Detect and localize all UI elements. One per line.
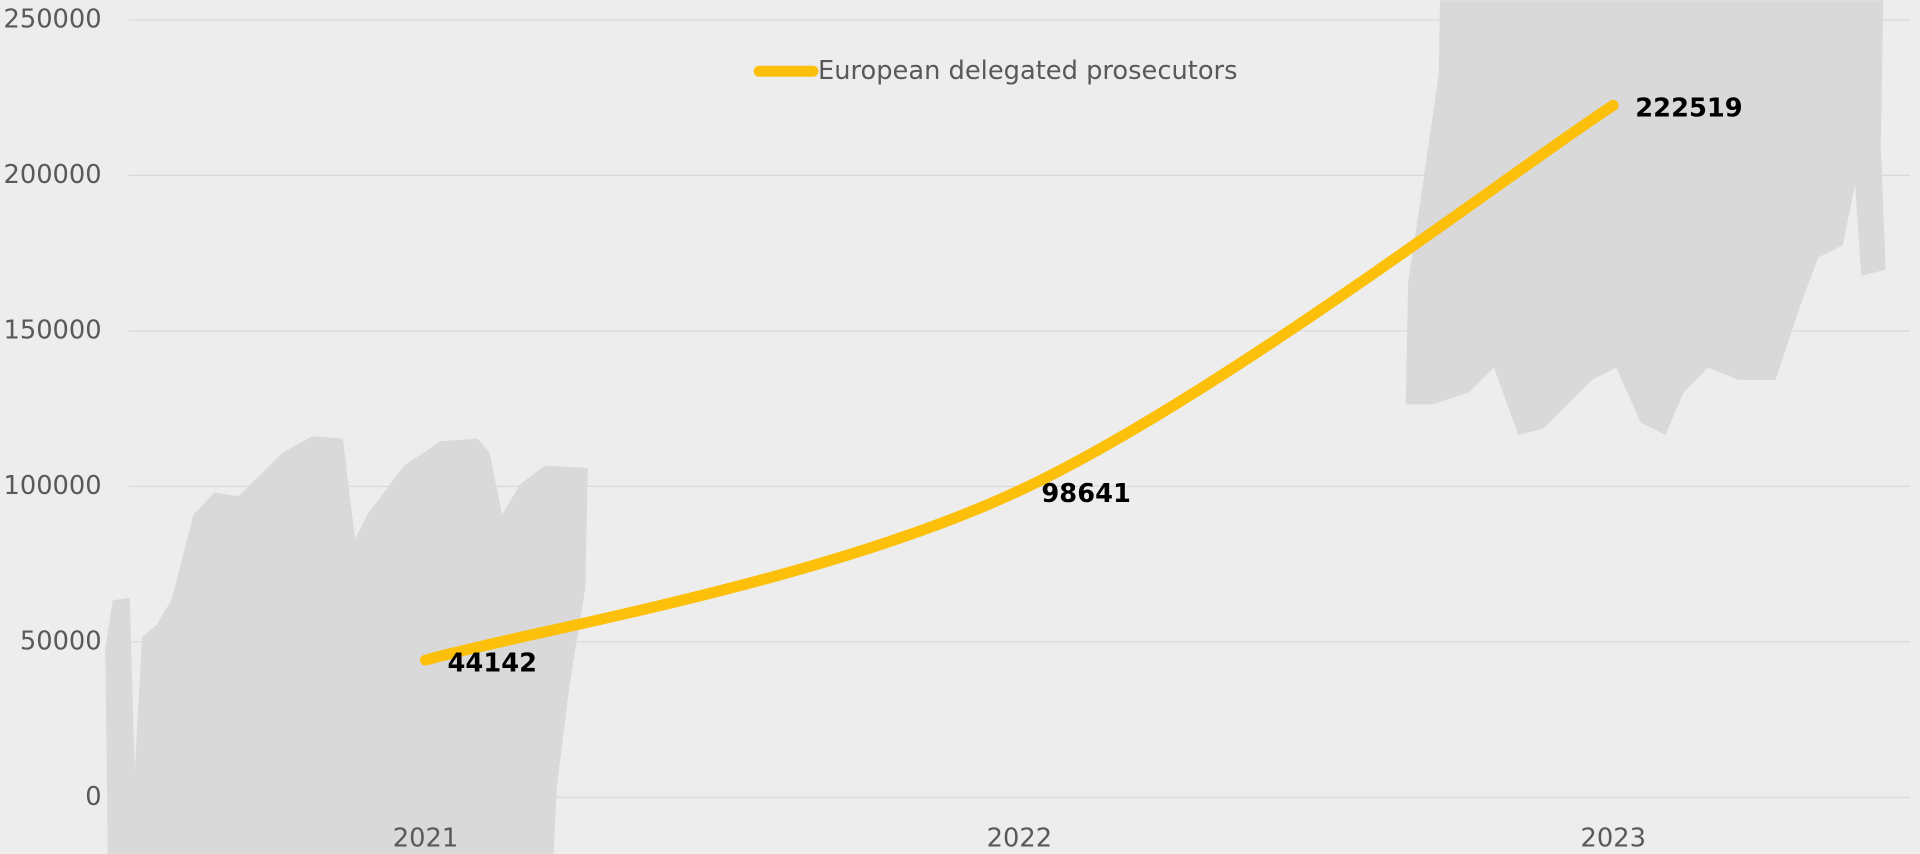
y-tick-label: 0 [85, 782, 101, 812]
y-tick-label: 50000 [20, 626, 102, 656]
legend: European delegated prosecutors [753, 56, 1238, 86]
line [420, 99, 1619, 666]
x-tick-label: 2022 [987, 824, 1052, 854]
data-label: 44142 [448, 648, 537, 678]
y-tick-label: 250000 [4, 4, 102, 34]
decoration [105, 436, 588, 854]
y-tick-label: 200000 [4, 160, 102, 190]
x-tick-label: 2023 [1581, 824, 1646, 854]
data-label: 222519 [1635, 94, 1742, 124]
decoration [1405, 0, 1886, 435]
labels: 0 50000 100000 150000 200000 250000 2021 2022 20… [4, 4, 1646, 853]
y-tick-label: 100000 [4, 471, 102, 501]
y-tick-label: 150000 [4, 315, 102, 345]
legend-label: European delegated prosecutors [818, 56, 1238, 86]
x-tick-label: 2021 [393, 824, 458, 854]
data-label: 98641 [1041, 479, 1130, 509]
